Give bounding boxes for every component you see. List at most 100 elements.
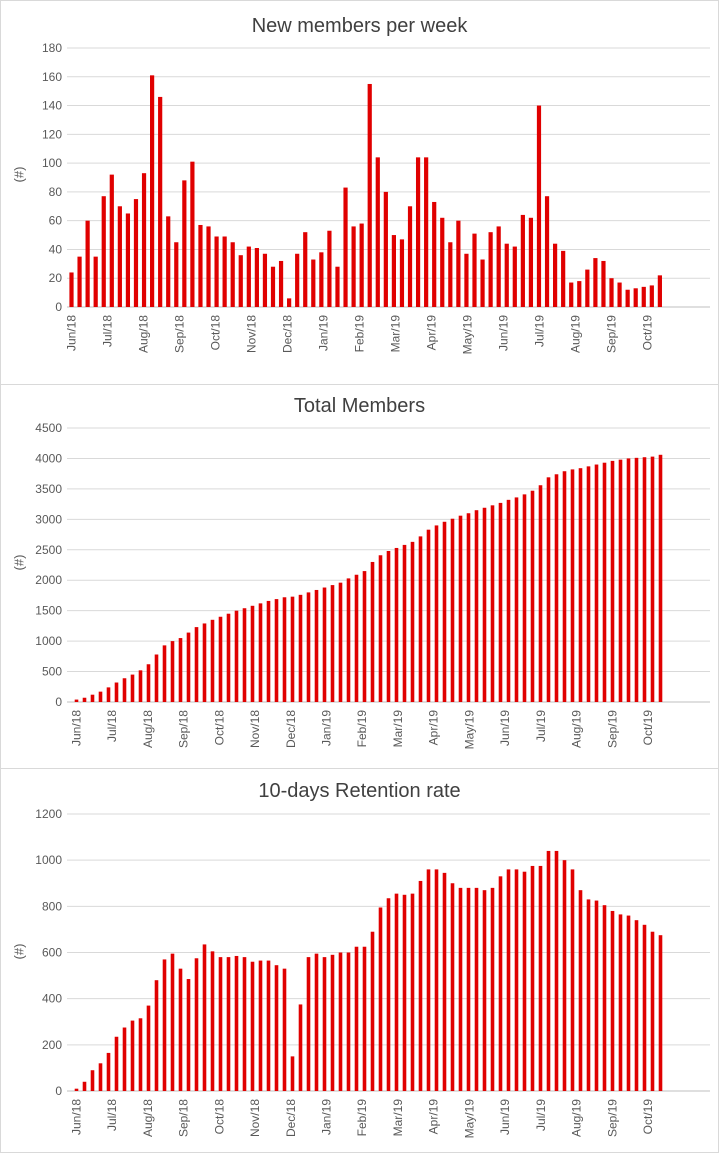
y-tick-label: 0 [55,300,62,314]
bar [475,510,479,702]
bar [513,247,517,307]
bar [419,881,423,1091]
bar [83,698,87,702]
bar [547,477,551,702]
bar [659,455,663,702]
bar [387,551,391,702]
bar [303,232,307,307]
x-tick-label: Aug/19 [570,1099,584,1137]
x-tick-label: Dec/18 [284,1099,298,1137]
bar [456,221,460,307]
bar [392,235,396,307]
bar [331,585,335,702]
bar [408,206,412,307]
bar [107,687,111,702]
bar [376,157,380,307]
bar [609,278,613,307]
bar [275,965,279,1091]
y-tick-label: 120 [42,127,62,141]
bar [603,905,607,1091]
chart-new-members: 0 20 40 60 80 100 120 140 160 180 Jun/18 Jul/18 Aug/… [1,1,720,386]
bar [571,469,575,702]
bar [187,633,191,702]
bar [371,562,375,702]
bar [424,157,428,307]
bar [323,588,327,702]
bar [155,980,159,1091]
x-tick-label: Feb/19 [355,1099,369,1137]
bar [579,468,583,702]
bar [617,283,621,307]
bar [585,270,589,307]
bar [355,575,359,702]
bar [419,536,423,702]
x-tick-label: Mar/19 [391,1099,405,1137]
y-tick-label: 1000 [35,853,62,867]
x-tick-label: Sep/18 [177,710,191,748]
x-tick-label: Jun/18 [70,1099,84,1135]
bar [472,234,476,307]
bar [75,700,79,702]
bar [319,252,323,307]
bar [279,261,283,307]
bar [251,606,255,702]
bar [99,692,103,702]
y-tick-label: 200 [42,1038,62,1052]
bar [635,920,639,1091]
bar [539,866,543,1091]
bar [563,860,567,1091]
bar [651,457,655,702]
bar [339,953,343,1092]
bar [171,641,175,702]
bar [83,1082,87,1091]
bar [579,890,583,1091]
x-tick-label: Feb/19 [355,710,369,748]
bar [659,935,663,1091]
bar [360,224,364,307]
bar [601,261,605,307]
x-tick-label: Sep/19 [605,1099,619,1137]
bar [379,555,383,702]
x-tick-label: Jul/18 [105,710,119,742]
bar [335,267,339,307]
x-tick-label: Apr/19 [424,315,438,351]
y-tick-label: 20 [49,271,63,285]
bar [69,272,73,307]
bar [206,226,210,307]
bar [363,947,367,1091]
bar [211,620,215,702]
y-tick-label: 3500 [35,482,62,496]
bar [283,969,287,1091]
bar [271,267,275,307]
bar [243,957,247,1091]
chart-panel-new-members: New members per week (#) 0 20 40 60 80 100 120… [0,0,719,385]
x-tick-label: Jan/19 [320,710,334,746]
bar [626,290,630,307]
bar [499,876,503,1091]
x-tick-label: Jun/18 [65,315,79,351]
bar [147,1006,151,1091]
bar [619,914,623,1091]
y-tick-label: 180 [42,41,62,55]
bar [243,608,247,702]
bar [235,611,239,702]
x-tick-label: Jun/19 [496,315,510,351]
bar [311,260,315,307]
bar [459,516,463,702]
bar [110,175,114,307]
bar [134,199,138,307]
y-tick-label: 800 [42,899,62,913]
bar [368,84,372,307]
bar [291,1056,295,1091]
bar [643,925,647,1091]
bar [139,1018,143,1091]
bar [480,260,484,307]
bar [283,597,287,702]
bar [569,283,573,307]
bar [467,513,471,702]
bar [627,458,631,702]
x-tick-label: Oct/19 [640,315,654,351]
bar [195,627,199,702]
bar [451,883,455,1091]
bar [251,962,255,1091]
